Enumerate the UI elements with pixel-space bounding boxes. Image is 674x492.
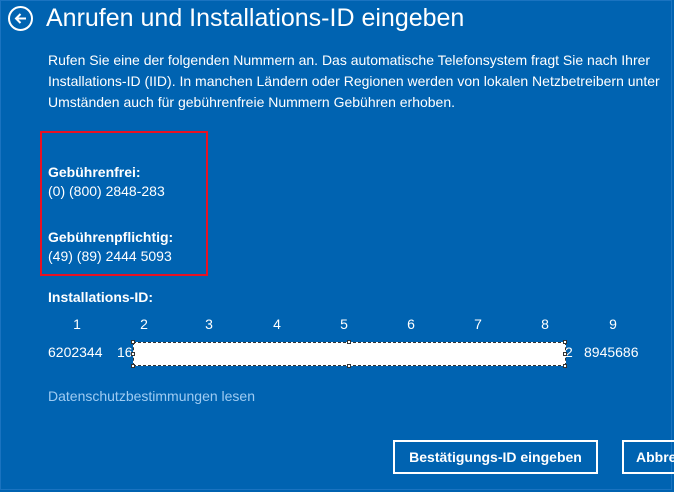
mask-handle [563,364,567,368]
back-button[interactable] [8,6,33,31]
column-number: 1 [73,316,81,332]
arrow-left-icon [14,13,26,24]
mask-handle [563,352,567,356]
toll-number: (49) (89) 2444 5093 [48,248,172,264]
installation-id-label: Installations-ID: [48,289,154,305]
redaction-mask [133,342,566,366]
mask-handle [131,364,135,368]
column-number: 5 [340,316,348,332]
mask-handle [131,340,135,344]
column-number: 4 [273,316,281,332]
column-number: 9 [609,316,617,332]
page-title: Anrufen und Installations-ID eingeben [46,4,465,32]
mask-handle [347,340,351,344]
description: Rufen Sie eine der folgenden Nummern an.… [48,50,674,113]
highlight-box [40,131,208,276]
cancel-button-label: Abbrechen [636,449,674,465]
column-number: 7 [474,316,482,332]
mask-handle [563,340,567,344]
column-number: 6 [407,316,415,332]
mask-handle [131,352,135,356]
id-group-8-partial: 2 [565,344,573,360]
tollfree-label: Gebührenfrei: [48,164,141,180]
toll-label: Gebührenpflichtig: [48,229,174,245]
description-line: Rufen Sie eine der folgenden Nummern an.… [48,52,651,68]
column-number: 8 [541,316,549,332]
id-group-1: 6202344 [48,344,103,360]
privacy-link[interactable]: Datenschutzbestimmungen lesen [48,388,256,404]
description-line: Installations-ID (IID). In manchen Lände… [48,73,660,89]
mask-handle [347,364,351,368]
column-number: 3 [205,316,213,332]
cancel-button[interactable]: Abbrechen [622,440,674,474]
confirmation-id-button-label: Bestätigungs-ID eingeben [409,449,582,465]
tollfree-number: (0) (800) 2848-283 [48,183,165,199]
id-group-9: 8945686 [584,344,639,360]
id-group-2-partial: 16 [117,344,133,360]
description-line: Umständen auch für gebührenfreie Nummern… [48,94,456,110]
column-number: 2 [140,316,148,332]
confirmation-id-button[interactable]: Bestätigungs-ID eingeben [393,440,598,474]
